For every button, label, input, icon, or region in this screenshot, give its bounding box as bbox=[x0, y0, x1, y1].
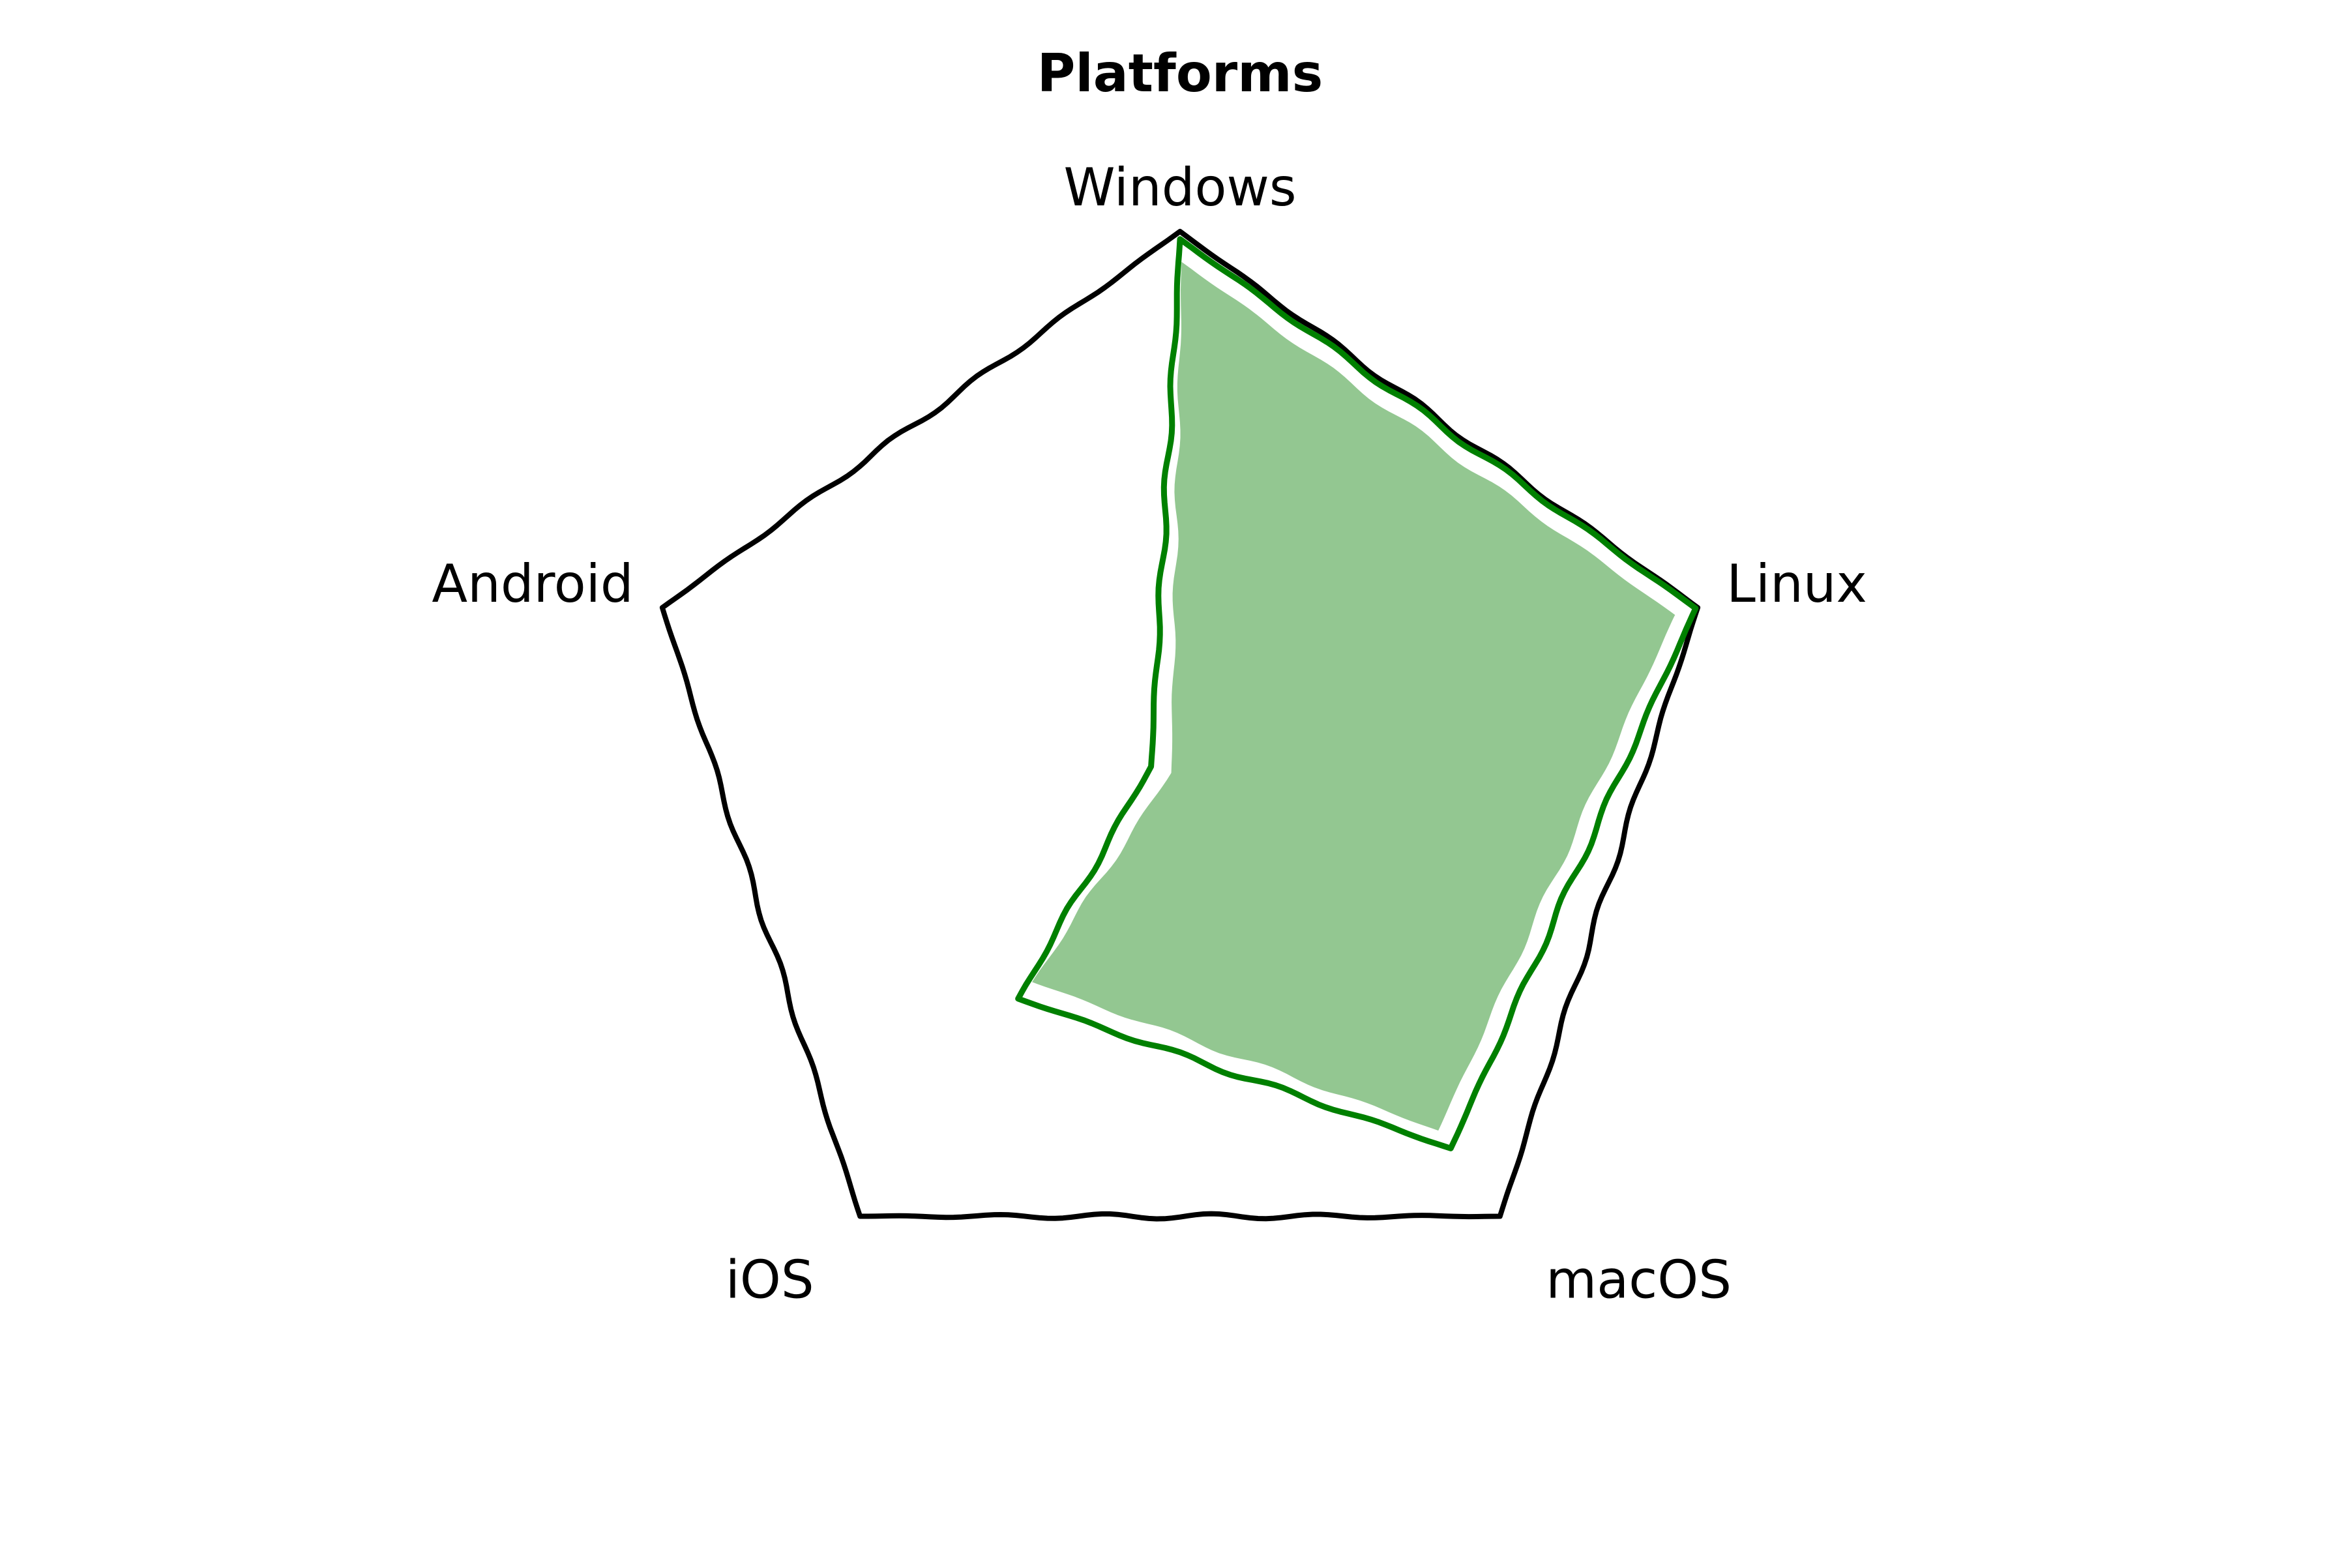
axis-label-linux: Linux bbox=[1726, 554, 1867, 614]
chart-title: Platforms bbox=[1037, 43, 1323, 104]
axis-label-android: Android bbox=[432, 554, 633, 614]
series-line bbox=[1015, 236, 1699, 1151]
series-area bbox=[1027, 256, 1679, 1135]
series-layer bbox=[1015, 236, 1699, 1151]
axis-label-windows: Windows bbox=[1063, 157, 1296, 218]
axis-label-layer: Windows Linux macOS iOS Android bbox=[432, 157, 1867, 1310]
axis-label-macos: macOS bbox=[1546, 1250, 1732, 1310]
axis-label-ios: iOS bbox=[726, 1250, 814, 1310]
